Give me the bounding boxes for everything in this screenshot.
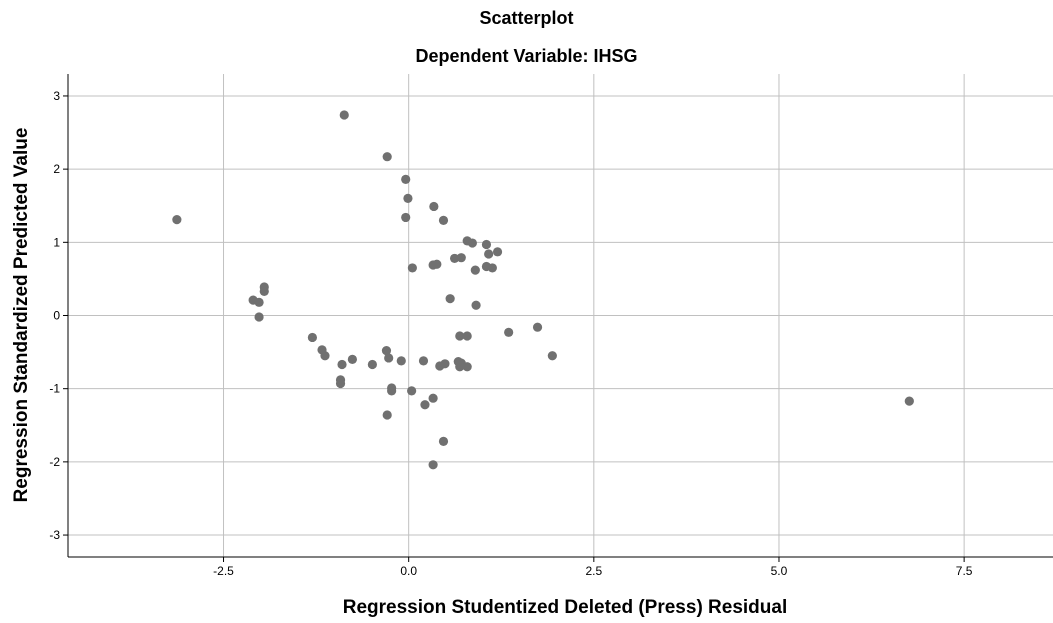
data-point: [484, 249, 494, 259]
data-point: [339, 110, 349, 120]
data-point: [504, 327, 514, 337]
data-point: [455, 362, 465, 372]
y-tick-label: 0: [53, 309, 60, 323]
x-tick-label: 7.5: [956, 564, 973, 578]
x-axis-label: Regression Studentized Deleted (Press) R…: [342, 597, 788, 618]
data-point: [462, 362, 472, 372]
chart-title: Scatterplot: [479, 8, 574, 28]
data-point: [259, 286, 269, 296]
data-point: [401, 212, 411, 223]
axes: [63, 74, 1053, 562]
data-point: [254, 297, 264, 307]
data-point: [438, 215, 449, 225]
data-point: [429, 201, 439, 212]
data-point: [347, 354, 357, 365]
chart-subtitle: Dependent Variable: IHSG: [415, 46, 638, 66]
data-point: [381, 346, 392, 356]
y-axis-label: Regression Standardized Predicted Value: [11, 127, 32, 503]
data-point: [455, 331, 465, 341]
y-tick-label: 3: [53, 89, 60, 103]
data-point: [320, 351, 330, 361]
data-point: [470, 265, 480, 275]
data-point: [254, 312, 264, 322]
data-point: [547, 351, 557, 361]
data-point: [396, 356, 406, 366]
data-point: [462, 331, 472, 341]
y-tick-label: -1: [49, 382, 60, 396]
x-tick-label: 5.0: [771, 564, 788, 578]
y-tick-label: 2: [53, 162, 60, 176]
data-point: [382, 152, 392, 162]
data-point: [532, 322, 543, 332]
x-tick-label: 2.5: [585, 564, 602, 578]
data-point: [428, 460, 438, 470]
y-tick-label: 1: [53, 235, 60, 249]
x-tick-label: -2.5: [213, 564, 234, 578]
data-point: [428, 393, 438, 403]
data-point: [403, 193, 413, 204]
data-point: [337, 359, 347, 370]
data-point: [172, 215, 182, 225]
data-point: [435, 361, 445, 371]
data-point: [481, 239, 492, 250]
data-point: [384, 353, 394, 363]
y-tick-label: -2: [49, 455, 60, 469]
data-point: [387, 386, 397, 396]
data-point: [307, 332, 317, 343]
data-points: [172, 110, 914, 470]
data-point: [418, 356, 429, 366]
data-point: [335, 378, 346, 389]
data-point: [492, 247, 503, 257]
y-tick-label: -3: [49, 528, 60, 542]
grid-lines: [68, 74, 1053, 557]
data-point: [420, 400, 430, 410]
data-point: [407, 263, 417, 273]
data-point: [438, 436, 449, 446]
data-point: [467, 238, 477, 248]
tick-labels: -2.5 0.0 2.5 5.0 7.5 -3 -2 -1 0 1 2 3: [49, 89, 972, 578]
data-point: [456, 253, 466, 263]
data-point: [445, 294, 455, 304]
data-point: [407, 386, 417, 396]
data-point: [449, 253, 460, 264]
data-point: [904, 396, 914, 406]
data-point: [487, 263, 497, 273]
x-tick-label: 0.0: [400, 564, 417, 578]
data-point: [401, 174, 411, 184]
data-point: [382, 410, 392, 420]
data-point: [471, 300, 481, 310]
data-point: [367, 359, 377, 370]
data-point: [432, 259, 442, 269]
